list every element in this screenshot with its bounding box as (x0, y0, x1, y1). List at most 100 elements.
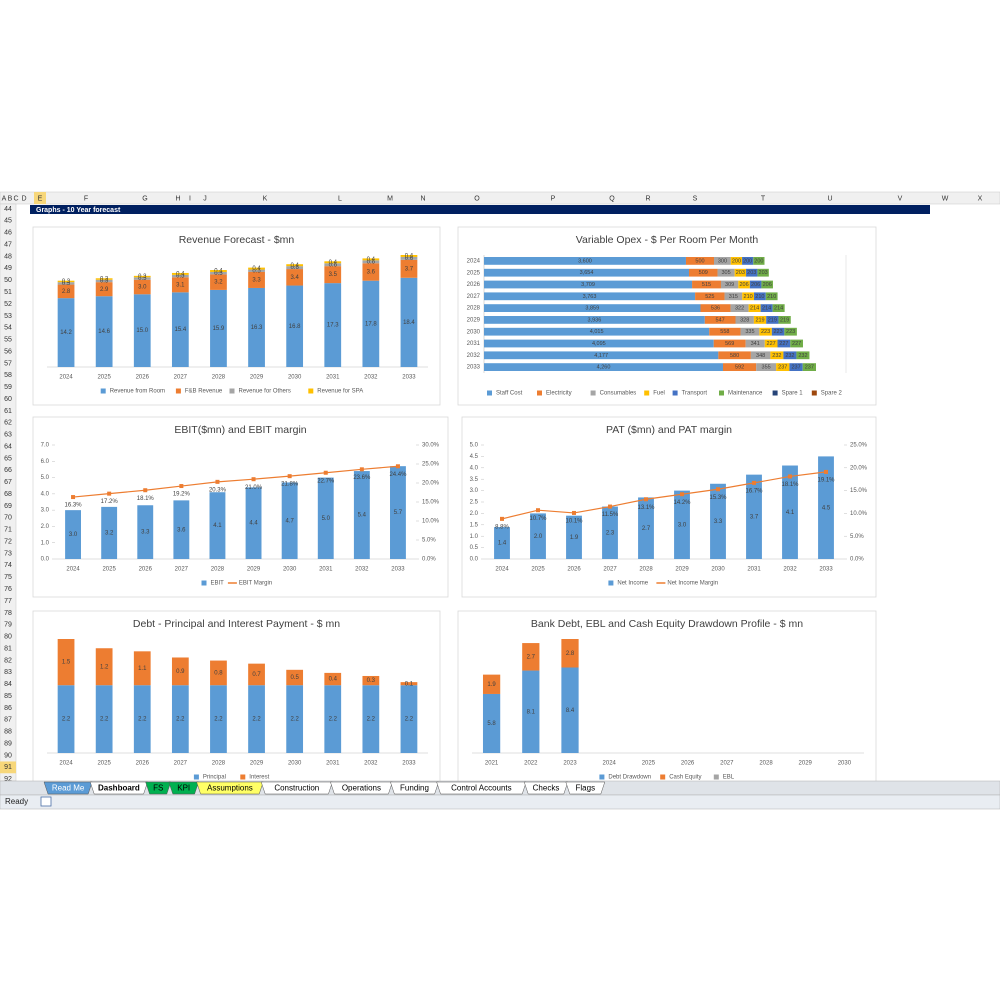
row-label: 54 (4, 325, 12, 332)
column-label: S (693, 195, 698, 202)
sheet-tab[interactable] (168, 781, 199, 795)
row-label: 92 (4, 776, 12, 783)
macro-icon[interactable] (40, 796, 52, 807)
legend-swatch (660, 774, 666, 780)
column-label: U (827, 195, 832, 202)
bar-segment (133, 275, 151, 278)
row-label: 55 (4, 337, 12, 344)
column-label: P (551, 195, 556, 202)
column-label: G (142, 195, 147, 202)
bar-segment (362, 258, 380, 261)
sheet-tab-label[interactable]: Flags (576, 784, 596, 793)
sheet-tab[interactable] (436, 781, 527, 795)
bar-segment (210, 271, 227, 275)
x-tick-label: 2028 (211, 567, 225, 573)
bar-segment (210, 270, 227, 272)
column-label: H (175, 195, 180, 202)
data-label: 219 (768, 317, 777, 323)
column-label: J (203, 195, 207, 202)
data-label: 558 (720, 329, 729, 335)
data-label: 3,600 (578, 258, 592, 264)
y-tick-label: 5.0 (41, 475, 50, 481)
y-tick-label: 2027 (467, 294, 481, 300)
column-label: I (189, 195, 191, 202)
data-label: 4.5 (822, 505, 831, 511)
x-tick-label: 2030 (283, 567, 297, 573)
y-tick-label: 2024 (467, 258, 481, 264)
x-tick-label: 2027 (174, 375, 188, 381)
y-tick-label: 1.5 (470, 522, 479, 528)
sheet-tab-label[interactable]: KPI (177, 784, 190, 793)
sheet-tab[interactable] (565, 781, 606, 795)
x-tick-label: 2024 (66, 567, 80, 573)
sheet-tab[interactable] (390, 781, 439, 795)
x-tick-label: 2028 (639, 567, 653, 573)
line-marker (752, 480, 756, 485)
data-label: 18.1% (781, 482, 799, 488)
data-label: 2.2 (100, 717, 109, 723)
sheet-tab-label[interactable]: Checks (533, 784, 560, 793)
row-label: 62 (4, 420, 12, 427)
sheet-tab-label[interactable]: FS (153, 784, 163, 793)
data-label: 0.3 (62, 279, 71, 285)
sheet-tab-label[interactable]: Assumptions (207, 784, 253, 793)
data-label: 14.2 (60, 330, 72, 336)
x-tick-label: 2029 (250, 375, 264, 381)
data-label: 1.9 (487, 682, 496, 688)
sheet-tab[interactable] (196, 781, 264, 795)
data-label: 3,709 (581, 282, 595, 288)
bar-segment (133, 294, 151, 367)
sheet-tab-label[interactable]: Control Accounts (451, 784, 511, 793)
bar-segment (286, 266, 304, 270)
bar-segment (484, 363, 723, 371)
sheet-tab-label[interactable]: Funding (400, 784, 429, 793)
data-label: 2.8 (62, 289, 71, 295)
chart-title: Debt - Principal and Interest Payment - … (133, 618, 340, 630)
legend-swatch (772, 390, 778, 396)
y2-tick-label: 15.0% (850, 488, 868, 494)
sheet-tab-label[interactable]: Construction (274, 784, 319, 793)
data-label: 305 (722, 270, 731, 276)
bar-segment (695, 292, 725, 301)
bar-segment (713, 339, 746, 348)
x-tick-label: 2027 (603, 567, 617, 573)
bar-segment (734, 268, 747, 277)
bar-segment (57, 284, 75, 299)
row-label: 67 (4, 479, 12, 486)
data-label: 15.9 (213, 326, 225, 332)
sheet-tab[interactable] (145, 781, 172, 795)
sheet-tab[interactable] (260, 781, 333, 795)
data-label: 3.3 (141, 530, 150, 536)
x-tick-label: 2025 (102, 567, 116, 573)
bar-segment (730, 304, 749, 312)
x-tick-label: 2025 (97, 375, 111, 381)
bar-segment (717, 268, 735, 277)
bar-segment (286, 285, 304, 367)
sheet-tab-label[interactable]: Operations (342, 784, 381, 793)
chart: Debt - Principal and Interest Payment - … (32, 610, 441, 781)
bar-segment (638, 497, 654, 559)
y-tick-label: 2028 (467, 306, 481, 312)
data-label: 3.4 (290, 275, 299, 281)
data-label: 0.4 (367, 257, 376, 263)
y2-tick-label: 30.0% (422, 443, 440, 449)
legend-label: Spare 1 (782, 391, 804, 397)
x-tick-label: 2033 (402, 761, 416, 767)
line-marker (179, 484, 184, 489)
sheet-tab-label[interactable]: Read Me (52, 784, 85, 793)
sheet-tab-label[interactable]: Dashboard (98, 784, 140, 793)
x-tick-label: 2033 (391, 567, 405, 573)
line-marker (395, 464, 400, 469)
data-label: 3.6 (177, 527, 186, 533)
column-label: X (978, 195, 983, 202)
sheet-tab[interactable] (89, 781, 148, 795)
y-tick-label: 0.0 (470, 557, 479, 563)
bar-segment (171, 277, 189, 293)
legend-swatch (537, 390, 542, 396)
bar-segment (362, 280, 380, 367)
data-label: 547 (716, 317, 725, 323)
sheet-tab[interactable] (43, 781, 93, 795)
legend-label: Fuel (653, 391, 665, 397)
sheet-tab[interactable] (523, 781, 569, 795)
sheet-tab[interactable] (330, 781, 393, 795)
